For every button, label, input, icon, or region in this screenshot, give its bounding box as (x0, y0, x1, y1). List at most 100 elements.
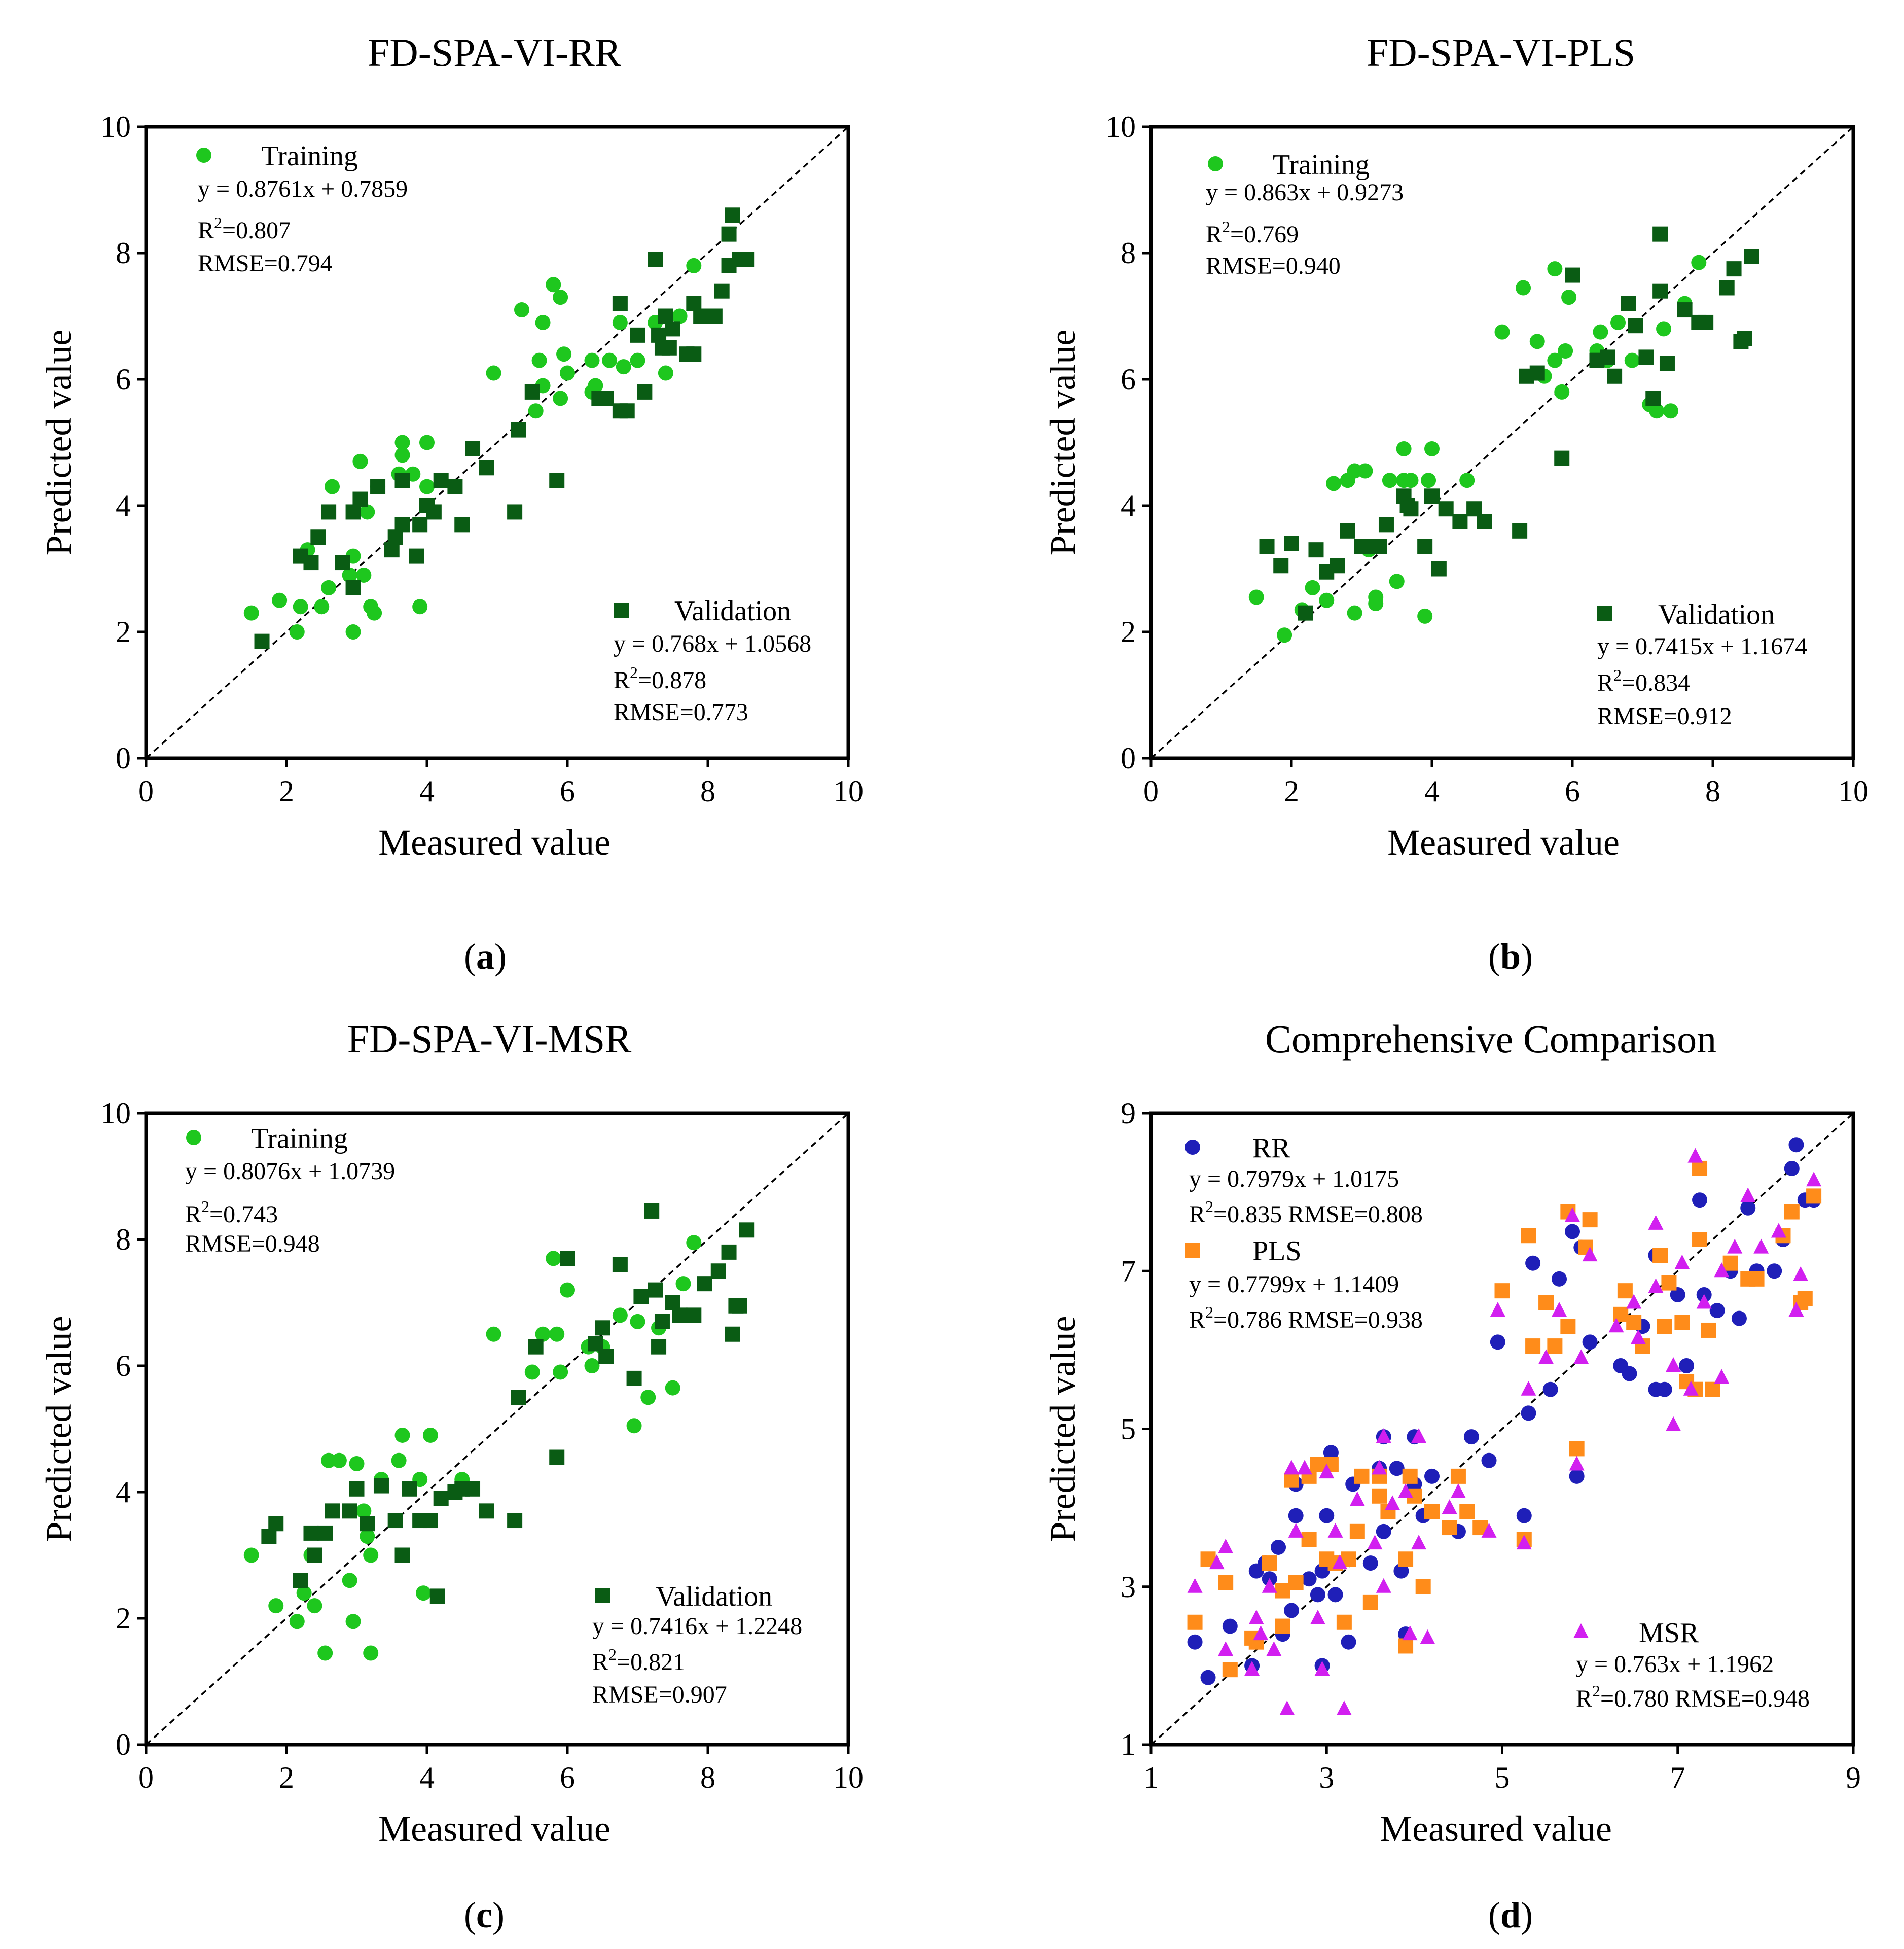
data-point (289, 1614, 305, 1629)
y-tick-label: 10 (100, 110, 131, 144)
data-point (1661, 1275, 1677, 1291)
data-point (1319, 592, 1335, 608)
data-point (1692, 1232, 1708, 1247)
data-point (1698, 314, 1714, 330)
data-point (675, 1276, 691, 1292)
data-point (1554, 450, 1570, 466)
caption-letter: b (1500, 936, 1521, 977)
data-point (1652, 1248, 1668, 1263)
data-point (268, 1598, 284, 1614)
data-point (644, 1203, 660, 1219)
data-point (370, 479, 386, 494)
data-point (1417, 608, 1433, 624)
data-point (1357, 463, 1373, 479)
rmse-text: RMSE=0.912 (1597, 703, 1732, 730)
data-point (1310, 1610, 1325, 1624)
data-point (1284, 536, 1299, 551)
data-point (1330, 558, 1345, 574)
data-point (598, 391, 614, 406)
data-point (1569, 1441, 1585, 1457)
data-point (1726, 261, 1742, 277)
data-point (524, 1364, 540, 1380)
data-point (602, 352, 618, 368)
caption-close-paren: ) (492, 1895, 505, 1935)
data-point (1398, 1638, 1414, 1654)
chart-panel-b: FD-SPA-VI-PLS 0 2 4 6 8 10 0 2 4 6 8 10 Measured valu… (1043, 30, 1869, 977)
data-point (426, 504, 442, 520)
data-point (486, 1326, 501, 1342)
data-point (665, 1380, 680, 1396)
data-point (1701, 1322, 1716, 1338)
data-point (1696, 1294, 1712, 1309)
data-point (342, 1573, 357, 1588)
legend-label: Training (251, 1123, 348, 1154)
data-point (268, 1516, 284, 1532)
data-point (363, 1547, 379, 1563)
data-point (1275, 1618, 1290, 1634)
data-point (422, 1427, 438, 1443)
data-point (293, 1573, 308, 1588)
data-point (1538, 1349, 1554, 1364)
data-point (1438, 501, 1454, 517)
data-point (1218, 1575, 1234, 1590)
x-tick-label: 6 (1565, 774, 1580, 808)
rmse-text: RMSE=0.907 (592, 1681, 727, 1708)
data-point (1630, 1329, 1646, 1344)
r-squared-value: =0.834 (1622, 669, 1690, 696)
data-point (1705, 1381, 1720, 1397)
data-point (1607, 368, 1623, 384)
data-point (1288, 1508, 1304, 1523)
panel-caption: (a) (464, 936, 507, 977)
data-point (528, 403, 544, 419)
data-point (1565, 267, 1580, 283)
data-point (254, 633, 270, 649)
data-point (511, 422, 526, 438)
data-point (1396, 441, 1412, 456)
data-point (1327, 1587, 1343, 1603)
data-point (1284, 1472, 1299, 1488)
regression-equation: y = 0.768x + 1.0568 (614, 630, 811, 657)
data-point (1512, 523, 1528, 539)
data-point (1652, 283, 1668, 299)
data-point (1389, 1461, 1405, 1476)
data-point (1679, 1358, 1695, 1373)
data-point (1569, 1456, 1585, 1471)
x-tick-label: 8 (700, 774, 715, 808)
data-point (1222, 1618, 1238, 1634)
data-point (1218, 1641, 1234, 1656)
data-point (272, 592, 288, 608)
regression-equation: y = 0.7979x + 1.0175 (1189, 1165, 1399, 1192)
data-point (367, 605, 382, 621)
data-point (1393, 1563, 1409, 1579)
r-superscript: 2 (1205, 1197, 1213, 1216)
data-point (633, 1289, 649, 1304)
data-point (1490, 1302, 1505, 1317)
legend-rr: RRy = 0.7979x + 1.0175 R2=0.835 RMSE=0.808 (1185, 1132, 1423, 1228)
data-point (1608, 1318, 1624, 1333)
data-point (1529, 365, 1545, 381)
data-point (1561, 290, 1577, 305)
data-point (317, 1525, 333, 1541)
data-point (1284, 1460, 1299, 1475)
data-point (1248, 589, 1264, 605)
rmse-text: RMSE=0.794 (198, 250, 333, 277)
data-point (1424, 488, 1440, 504)
data-point (1529, 334, 1545, 349)
data-point (630, 352, 645, 368)
data-point (1314, 1661, 1330, 1676)
data-point (1431, 561, 1447, 577)
data-point (1622, 1366, 1637, 1381)
data-point (402, 1481, 417, 1497)
r-squared-value: =0.743 (209, 1201, 278, 1228)
data-point (595, 1320, 610, 1336)
r-superscript: 2 (1222, 218, 1230, 236)
data-point (630, 1314, 645, 1329)
data-point (1727, 1238, 1743, 1254)
data-point (1354, 1468, 1370, 1484)
data-point (335, 555, 350, 571)
r-squared-value: =0.878 (638, 667, 706, 694)
data-point (373, 1478, 389, 1494)
y-tick-label: 4 (1121, 489, 1136, 522)
regression-equation: y = 0.7416x + 1.2248 (592, 1613, 802, 1640)
